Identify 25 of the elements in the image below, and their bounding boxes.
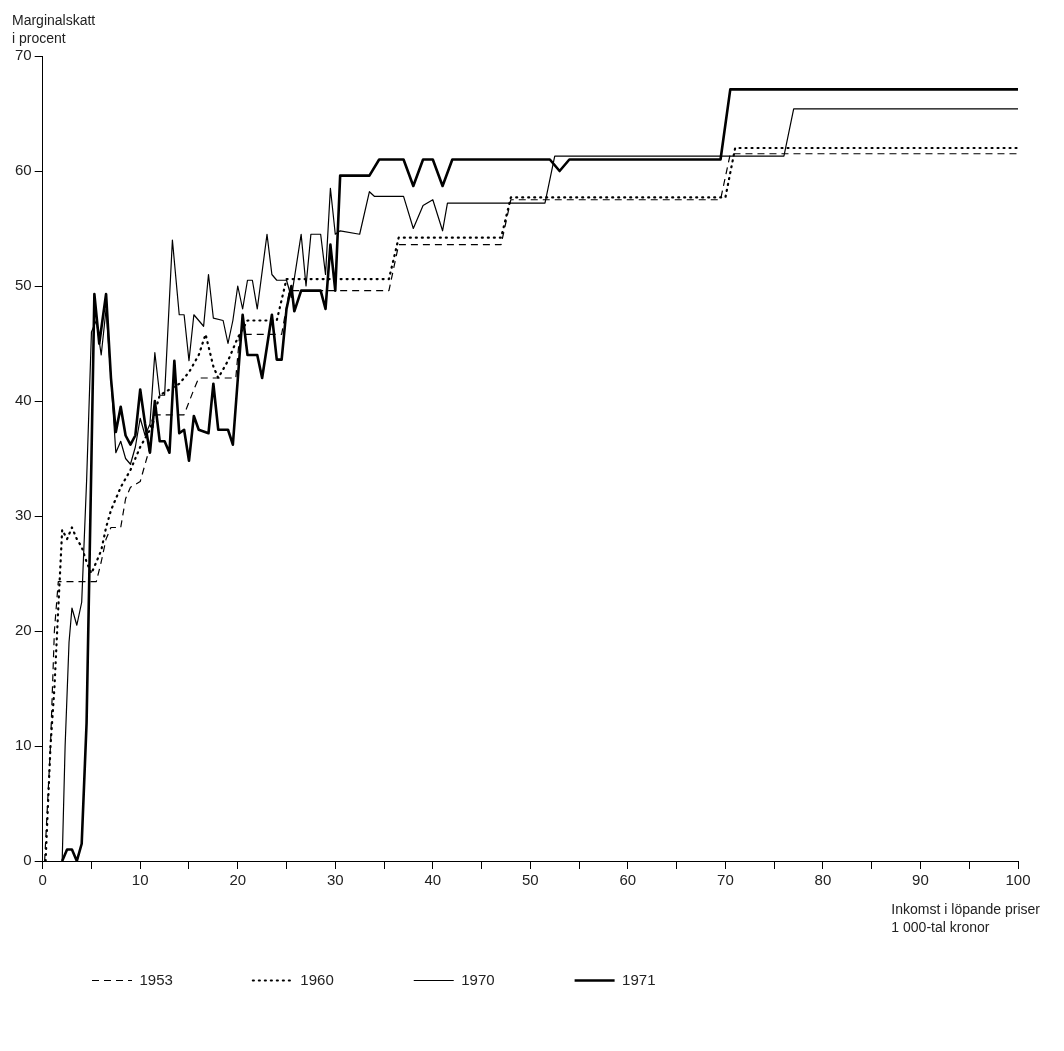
y-tick-label: 40 — [15, 391, 32, 409]
y-tick-label: 0 — [23, 851, 32, 869]
x-tick-label: 90 — [912, 871, 929, 889]
legend-label: 1960 — [300, 970, 334, 988]
x-tick-label: 10 — [131, 871, 149, 889]
y-axis-title: Marginalskatt i procent — [12, 11, 96, 46]
x-tick-label: 40 — [424, 871, 442, 889]
y-tick-label: 60 — [15, 161, 32, 179]
x-tick-label: 20 — [229, 871, 247, 889]
x-axis-title: Inkomst i löpande priser 1 000-tal kronor — [891, 900, 1041, 935]
y-tick-label: 70 — [15, 46, 32, 64]
y-tick-label: 10 — [15, 736, 32, 754]
x-tick-label: 0 — [38, 871, 47, 889]
y-tick-label: 30 — [15, 506, 32, 524]
legend-label: 1953 — [139, 970, 173, 988]
y-tick-label: 20 — [15, 621, 32, 639]
legend-label: 1970 — [461, 970, 495, 988]
x-tick-label: 60 — [619, 871, 637, 889]
x-tick-label: 50 — [522, 871, 539, 889]
x-tick-label: 70 — [717, 871, 734, 889]
x-tick-label: 80 — [814, 871, 832, 889]
x-tick-label: 100 — [1005, 871, 1031, 889]
y-tick-label: 50 — [15, 276, 32, 294]
x-tick-label: 30 — [326, 871, 344, 889]
legend-label: 1971 — [622, 970, 656, 988]
